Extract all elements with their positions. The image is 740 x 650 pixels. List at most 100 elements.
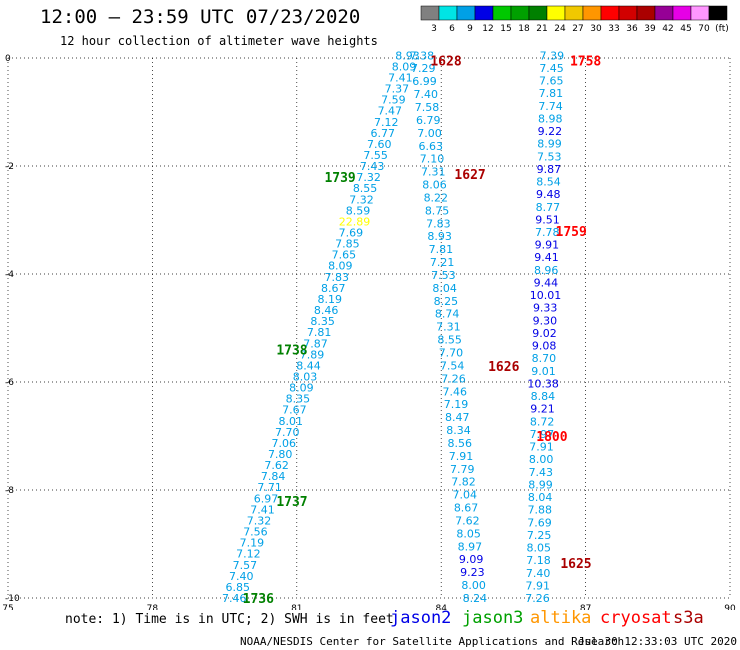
wave-height-value: 7.91 — [529, 441, 554, 454]
y-tick-label: -10 — [5, 594, 20, 604]
wave-height-value: 7.58 — [415, 101, 440, 114]
wave-height-value: 7.19 — [444, 398, 469, 411]
wave-height-value: 7.32 — [356, 171, 381, 184]
generated-timestamp: Jul 30 12:33:03 UTC 2020 — [578, 635, 737, 648]
wave-height-value: 7.84 — [261, 470, 286, 483]
colorbar-label: 70 — [698, 24, 710, 34]
colorbar-label: (ft) — [715, 24, 729, 34]
wave-height-value: 7.57 — [233, 559, 258, 572]
wave-height-value: 9.01 — [531, 365, 556, 378]
wave-height-value: 7.25 — [527, 529, 552, 542]
wave-height-value: 8.24 — [463, 592, 488, 605]
wave-height-value: 8.70 — [532, 352, 557, 365]
wave-height-value: 8.04 — [528, 491, 553, 504]
x-tick-label: 75 — [2, 604, 13, 610]
wave-height-value: 8.09 — [392, 60, 417, 73]
wave-height-value: 7.91 — [449, 450, 474, 463]
wave-height-value: 7.43 — [360, 160, 385, 173]
wave-height-value: 9.51 — [535, 213, 560, 226]
wave-height-value: 8.05 — [456, 527, 481, 540]
wave-height-value: 6.99 — [412, 75, 437, 88]
colorbar-label: 30 — [590, 24, 602, 34]
wave-height-value: 8.46 — [314, 304, 339, 317]
colorbar-label: 42 — [662, 24, 673, 34]
wave-height-value: 7.43 — [529, 466, 554, 479]
y-tick-label: -6 — [5, 378, 14, 388]
wave-height-value: 6.97 — [254, 492, 279, 505]
colorbar-label: 21 — [536, 24, 547, 34]
wave-height-value: 8.19 — [317, 293, 342, 306]
wave-height-value: 9.41 — [534, 251, 559, 264]
wave-height-value: 7.06 — [271, 437, 296, 450]
wave-height-value: 7.78 — [535, 226, 560, 239]
wave-height-value: 7.67 — [282, 404, 307, 417]
wave-height-value: 8.03 — [293, 370, 318, 383]
wave-height-value: 7.69 — [339, 227, 364, 240]
wave-height-value: 7.80 — [268, 448, 293, 461]
colorbar-label: 33 — [608, 24, 619, 34]
wave-height-value: 7.26 — [525, 592, 550, 605]
wave-height-value: 8.75 — [425, 204, 450, 217]
pass-label: 1800 — [536, 430, 567, 445]
wave-height-value: 7.40 — [229, 570, 254, 583]
wave-height-value: 8.09 — [289, 382, 314, 395]
colorbar-label: 36 — [626, 24, 638, 34]
wave-height-value: 8.25 — [434, 295, 459, 308]
wave-height-value: 8.35 — [286, 393, 311, 406]
colorbar-label: 39 — [644, 24, 656, 34]
wave-height-value: 9.44 — [534, 276, 559, 289]
wave-height-value: 7.69 — [527, 516, 552, 529]
pass-label: 1626 — [488, 360, 519, 375]
wave-height-value: 9.33 — [533, 302, 558, 315]
colorbar-label: 9 — [467, 24, 473, 34]
wave-height-value: 9.91 — [535, 239, 560, 252]
wave-height-value: 8.34 — [446, 424, 471, 437]
y-tick-label: -2 — [5, 162, 14, 172]
wave-height-value: 7.26 — [441, 372, 466, 385]
wave-height-value: 7.19 — [240, 537, 265, 550]
wave-height-value: 6.79 — [416, 114, 441, 127]
wave-height-value: 7.31 — [421, 166, 446, 179]
wave-height-value: 8.00 — [529, 453, 554, 466]
wave-height-value: 7.82 — [451, 476, 476, 489]
wave-height-value: 7.83 — [426, 217, 451, 230]
pass-label: 1625 — [560, 557, 591, 572]
colorbar-label: 45 — [680, 24, 691, 34]
wave-height-value: 8.67 — [321, 282, 346, 295]
wave-height-value: 8.99 — [537, 138, 562, 151]
wave-height-value: 7.81 — [539, 87, 564, 100]
wave-height-value: 7.91 — [526, 579, 551, 592]
wave-height-value: 7.41 — [250, 503, 275, 516]
pass-label: 1736 — [243, 592, 274, 607]
wave-height-value: 9.48 — [536, 188, 561, 201]
wave-height-value: 7.53 — [537, 150, 562, 163]
legend-cryosat: cryosat — [600, 608, 672, 628]
legend-s3a: s3a — [673, 608, 704, 628]
wave-height-value: 6.85 — [226, 581, 251, 594]
colorbar-swatch — [708, 5, 728, 21]
wave-height-value: 8.56 — [448, 437, 473, 450]
wave-height-value: 10.01 — [530, 289, 562, 302]
legend-altika: altika — [530, 608, 592, 628]
colorbar-label: 12 — [482, 24, 493, 34]
wave-height-value: 7.21 — [430, 256, 455, 269]
pass-label: 1759 — [556, 225, 587, 240]
wave-height-value: 8.74 — [435, 308, 460, 321]
pass-label: 1627 — [454, 168, 485, 183]
wave-height-value: 7.97 — [530, 428, 555, 441]
wave-height-value: 9.87 — [537, 163, 562, 176]
wave-height-value: 7.29 — [411, 62, 436, 75]
credit-line: NOAA/NESDIS Center for Satellite Applica… — [240, 635, 625, 648]
wave-height-value: 7.71 — [257, 481, 282, 494]
wave-height-value: 8.93 — [427, 230, 452, 243]
wave-height-value: 8.06 — [422, 179, 447, 192]
wave-height-value: 7.87 — [303, 337, 328, 350]
colorbar-label: 3 — [431, 24, 437, 34]
wave-height-value: 7.47 — [378, 105, 403, 118]
pass-label: 1738 — [276, 344, 307, 359]
wave-height-value: 7.74 — [538, 100, 563, 113]
legend-jason3: jason3 — [462, 608, 524, 628]
wave-height-value: 8.22 — [424, 191, 449, 204]
wave-height-value: 7.81 — [307, 326, 332, 339]
pass-label: 1737 — [276, 495, 307, 510]
